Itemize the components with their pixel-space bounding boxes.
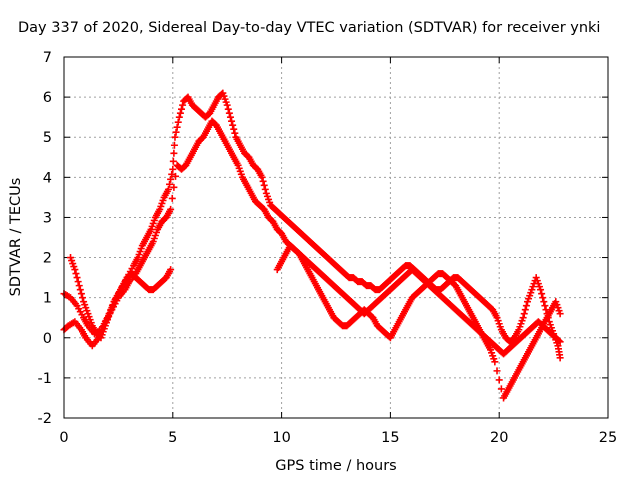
plot-frame — [63, 56, 609, 419]
data-point-marker — [77, 290, 85, 298]
data-point-marker — [522, 302, 530, 310]
data-point-marker — [539, 294, 547, 302]
data-point-marker — [167, 205, 175, 213]
data-point-marker — [519, 314, 527, 322]
x-tick-label: 25 — [599, 430, 617, 446]
data-point-marker — [495, 376, 503, 384]
data-point-marker — [176, 109, 184, 117]
data-point-marker — [226, 113, 234, 121]
data-point-marker — [172, 128, 180, 136]
chart-title: Day 337 of 2020, Sidereal Day-to-day VTE… — [18, 20, 600, 36]
data-point-marker — [497, 385, 505, 393]
x-tick-label: 20 — [490, 430, 508, 446]
y-tick-label: -2 — [38, 411, 52, 427]
data-point-marker — [179, 101, 187, 109]
data-point-marker — [171, 133, 179, 141]
data-point-marker — [175, 113, 183, 121]
data-point-marker — [230, 125, 238, 133]
x-tick-label: 5 — [168, 430, 177, 446]
data-point-marker — [259, 177, 267, 185]
data-point-marker — [169, 165, 177, 173]
y-tick-label: -1 — [38, 371, 52, 387]
x-tick-label: 10 — [272, 430, 290, 446]
data-point-marker — [170, 149, 178, 157]
x-axis-label: GPS time / hours — [275, 458, 396, 474]
data-point-marker — [520, 310, 528, 318]
data-point-marker — [173, 123, 181, 131]
y-tick-label: 4 — [43, 170, 52, 186]
data-point-marker — [261, 185, 269, 193]
y-tick-label: 2 — [43, 251, 52, 267]
y-tick-label: 7 — [43, 50, 52, 66]
y-tick-label: 0 — [43, 331, 52, 347]
data-point-marker — [231, 129, 239, 137]
data-point-marker — [225, 109, 233, 117]
y-tick-label: 5 — [43, 130, 52, 146]
y-tick-label: 1 — [43, 291, 52, 307]
data-point-marker — [168, 194, 176, 202]
data-point-marker — [493, 367, 501, 375]
series-trace-a — [60, 89, 564, 362]
data-point-marker — [260, 181, 268, 189]
data-point-marker — [537, 286, 545, 294]
data-point-marker — [224, 105, 232, 113]
y-axis-label: SDTVAR / TECUs — [8, 178, 24, 297]
data-point-marker — [167, 266, 175, 274]
data-point-marker — [556, 310, 564, 318]
y-tick-label: 6 — [43, 90, 52, 106]
data-point-marker — [167, 175, 175, 183]
data-point-marker — [258, 173, 266, 181]
data-point-marker — [170, 141, 178, 149]
data-point-marker — [228, 117, 236, 125]
data-point-marker — [166, 180, 174, 188]
data-point-marker — [72, 270, 80, 278]
y-tick-label: 3 — [43, 210, 52, 226]
x-tick-label: 0 — [59, 430, 68, 446]
data-point-marker — [75, 282, 83, 290]
data-point-marker — [178, 105, 186, 113]
data-point-marker — [538, 290, 546, 298]
data-point-marker — [541, 302, 549, 310]
data-point-marker — [229, 121, 237, 129]
data-point-marker — [76, 286, 84, 294]
data-point-marker — [556, 338, 564, 346]
data-point-marker — [555, 337, 563, 345]
series-trace-b — [60, 117, 564, 358]
data-point-marker — [491, 358, 499, 366]
x-tick-label: 15 — [381, 430, 399, 446]
data-point-marker — [170, 183, 178, 191]
data-point-marker — [168, 170, 176, 178]
data-point-marker — [223, 101, 231, 109]
tick-labels: 0 5 10 15 20 25 -2 -1 0 1 2 3 4 5 6 7 — [38, 50, 618, 446]
data-point-marker — [78, 294, 86, 302]
data-point-marker — [540, 298, 548, 306]
data-point-marker — [556, 354, 564, 362]
data-point-marker — [172, 172, 180, 180]
data-point-marker — [169, 157, 177, 165]
data-point-marker — [521, 306, 529, 314]
data-points — [60, 89, 564, 402]
data-point-marker — [74, 278, 82, 286]
data-point-marker — [164, 185, 172, 193]
data-point-marker — [73, 274, 81, 282]
series-trace-c — [67, 242, 564, 402]
data-point-marker — [174, 118, 182, 126]
data-point-marker — [71, 266, 79, 274]
